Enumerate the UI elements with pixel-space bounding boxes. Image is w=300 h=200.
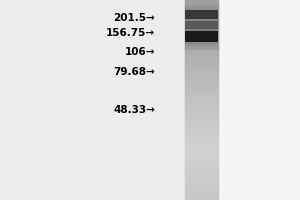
Bar [0,0,185,200]
Text: 106→: 106→ [124,47,155,57]
Bar [185,8,218,21]
Bar [185,29,218,44]
Bar [185,26,218,47]
Bar [185,16,218,34]
Text: 48.33→: 48.33→ [113,105,155,115]
Bar [185,20,218,30]
Text: 156.75→: 156.75→ [106,28,155,38]
Bar [185,5,218,24]
Text: 79.68→: 79.68→ [113,67,155,77]
Bar [185,21,218,29]
Bar [185,18,218,32]
Bar [185,7,218,22]
Bar [185,10,218,19]
Bar [185,28,218,45]
Bar [218,0,300,200]
Bar [185,31,218,42]
Text: 201.5→: 201.5→ [113,13,155,23]
